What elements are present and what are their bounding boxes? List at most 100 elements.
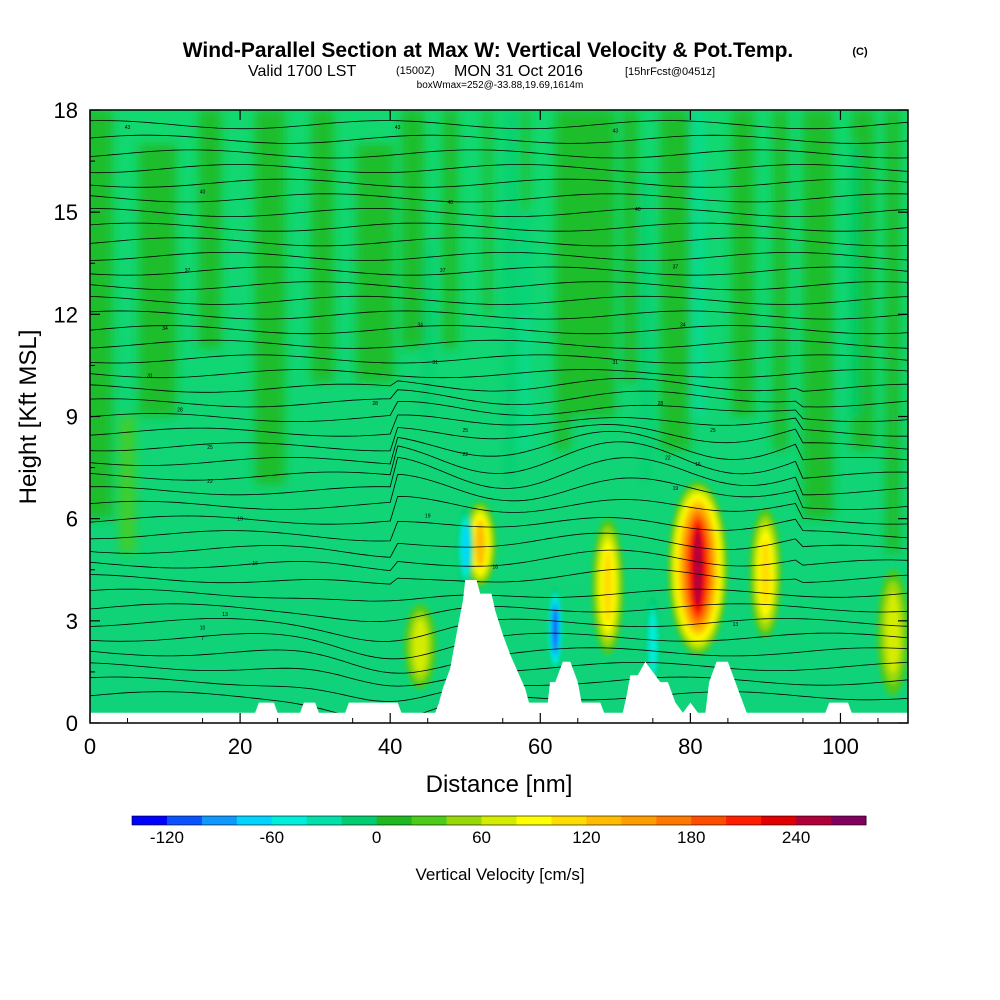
isentrope-label: 34 [417,323,423,329]
ascent-streak [555,110,571,451]
isentrope-line [90,568,908,585]
chart-title-block: Wind-Parallel Section at Max W: Vertical… [183,39,868,91]
ascent-streak [622,110,638,383]
isentrope-line [90,164,908,174]
colorbar-tick-label: 180 [677,828,705,847]
isentrope-label: 43 [125,125,131,131]
isentrope-label: 13 [733,622,739,628]
descent-streak [522,212,529,451]
colorbar-swatch [271,816,308,825]
colorbar-tick-label: 120 [572,828,600,847]
isentrope-label: 25 [710,428,716,434]
isentrope-line [90,377,908,393]
velocity-cell-level [476,522,485,566]
isentrope-line [90,618,908,642]
colorbar-swatch [796,816,832,825]
isentrope-label: 16 [492,564,498,570]
colorbar-swatch [831,816,867,825]
isentrope-label: 40 [447,200,453,206]
isentrope-line [90,389,908,408]
x-tick-label: 80 [678,734,702,759]
plot-area: 43 43 43 40 40 40 37 37 37 34 34 34 31 31 31 28 28 28 25 25… [90,110,908,723]
isentrope-line [90,178,908,188]
colorbar-swatch [166,816,203,825]
colorbar-swatch [236,816,273,825]
isentrope-label: 40 [635,207,641,213]
ascent-streak [483,110,492,315]
y-axis-label: Height [Kft MSL] [15,330,42,505]
isentrope-label: 16 [695,462,701,468]
isentrope-line [90,588,908,602]
descent-streak [505,110,515,485]
ascent-streak [120,416,136,553]
isentrope-label: 19 [425,513,431,519]
colorbar-swatch [481,816,517,825]
isentrope-line [90,414,908,437]
colorbar-swatch [691,816,727,825]
velocity-cell-level [760,538,770,608]
ascent-streak [570,110,616,417]
isentrope-label: 43 [395,125,401,131]
isentrope-line [90,354,908,364]
x-tick-label: 0 [84,734,96,759]
isentrope-line [90,549,908,572]
ascent-streak [772,110,788,451]
isentrope-line [90,266,908,276]
isentrope-label: 37 [440,268,446,274]
isentrope-line [90,473,908,510]
y-tick-label: 9 [66,405,78,430]
y-tick-label: 3 [66,609,78,634]
isentrope-line [90,517,908,542]
isentrope-label: 31 [432,360,438,366]
ascent-streak [255,110,286,485]
isentrope-label: 19 [237,517,243,523]
isentrope-line [90,441,908,481]
isentrope-labels: 43 43 43 40 40 40 37 37 37 34 34 34 31 31 31 28 28 28 25 25… [125,125,739,642]
isentrope-label: 7 [201,636,204,642]
isentrope-label: 22 [665,455,671,461]
terrain [90,580,908,723]
isentrope-label: 22 [207,479,213,485]
colorbar-tick-label: -60 [260,828,285,847]
isentrope-line [90,237,908,247]
isentrope-label: 10 [200,626,206,632]
ascent-streak [356,144,394,383]
velocity-cell-level [552,607,558,651]
isentrope-label: 16 [252,561,258,567]
colorbar-swatch [306,816,343,825]
ascent-streak [731,110,755,417]
y-axis-ticks: 0 3 6 9 12 15 18 [54,98,908,736]
velocity-cell-level [462,525,469,571]
isentrope-line [90,281,908,291]
colorbar-swatch [726,816,762,825]
isentrope-label: 25 [207,445,213,451]
colorbar-swatch [411,816,448,825]
velocity-cell-level [413,619,428,674]
isentrope-line [90,424,908,452]
vertical-velocity-cells [404,481,908,696]
isentrope-label: 34 [680,323,686,329]
isentrope-line [90,295,908,305]
title-units: (C) [852,46,868,58]
ascent-streak [660,110,691,451]
isentrope-line [90,149,908,159]
isentrope-line [90,208,908,217]
isentrope-label: 43 [613,128,619,134]
colorbar-tick-label: 60 [472,828,491,847]
isentrope-line [90,603,908,623]
isentrope-line [90,252,908,261]
isentrope-line [90,532,908,558]
y-tick-label: 6 [66,507,78,532]
colorbar-swatch [516,816,552,825]
colorbar-swatch [132,816,168,825]
velocity-cell-level [885,592,901,674]
colorbar-tick-label: 0 [372,828,381,847]
isentrope-line [90,431,908,466]
colorbar-frame [131,815,867,826]
colorbar-swatch [761,816,797,825]
x-tick-label: 60 [528,734,552,759]
ascent-streak [138,144,177,417]
isentrope-label: 19 [673,486,679,492]
isentrope-line [90,325,908,335]
colorbar-swatch [341,816,378,825]
